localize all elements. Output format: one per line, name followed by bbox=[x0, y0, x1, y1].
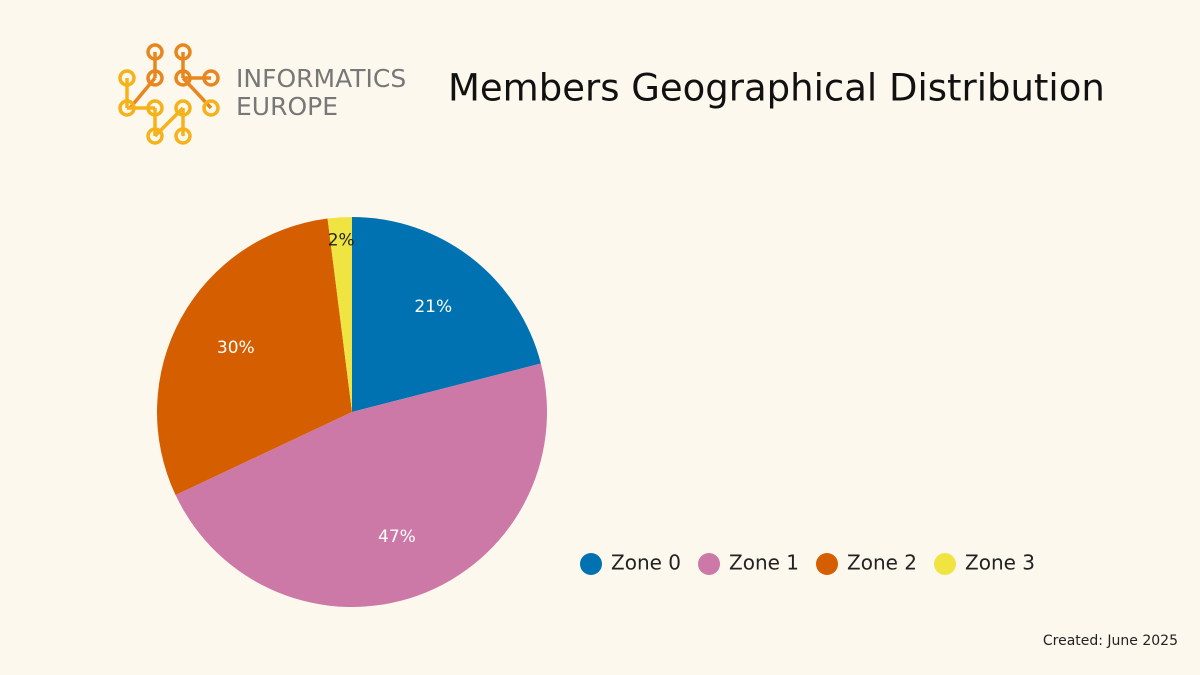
legend-marker bbox=[934, 553, 956, 575]
data-label: 30% bbox=[217, 338, 255, 358]
data-label: 2% bbox=[328, 231, 355, 251]
footer: Created: June 2025 bbox=[1043, 633, 1178, 649]
logo-text: EUROPE bbox=[236, 92, 338, 121]
legend-label: Zone 3 bbox=[965, 551, 1035, 575]
legend-label: Zone 1 bbox=[729, 551, 799, 575]
chart-title: Members Geographical Distribution bbox=[448, 67, 1105, 110]
pie-slice bbox=[157, 218, 352, 496]
logo-icon bbox=[118, 43, 220, 145]
legend-marker bbox=[816, 553, 838, 575]
legend-marker bbox=[580, 553, 602, 575]
legend-label: Zone 0 bbox=[611, 551, 681, 575]
logo-text: INFORMATICS bbox=[236, 64, 406, 93]
pie-slice bbox=[352, 217, 541, 412]
pie-slice bbox=[327, 217, 352, 412]
data-label: 47% bbox=[378, 527, 416, 547]
data-label: 21% bbox=[414, 297, 452, 317]
pie-slice bbox=[175, 363, 548, 607]
legend-label: Zone 2 bbox=[847, 551, 917, 575]
legend-marker bbox=[698, 553, 720, 575]
